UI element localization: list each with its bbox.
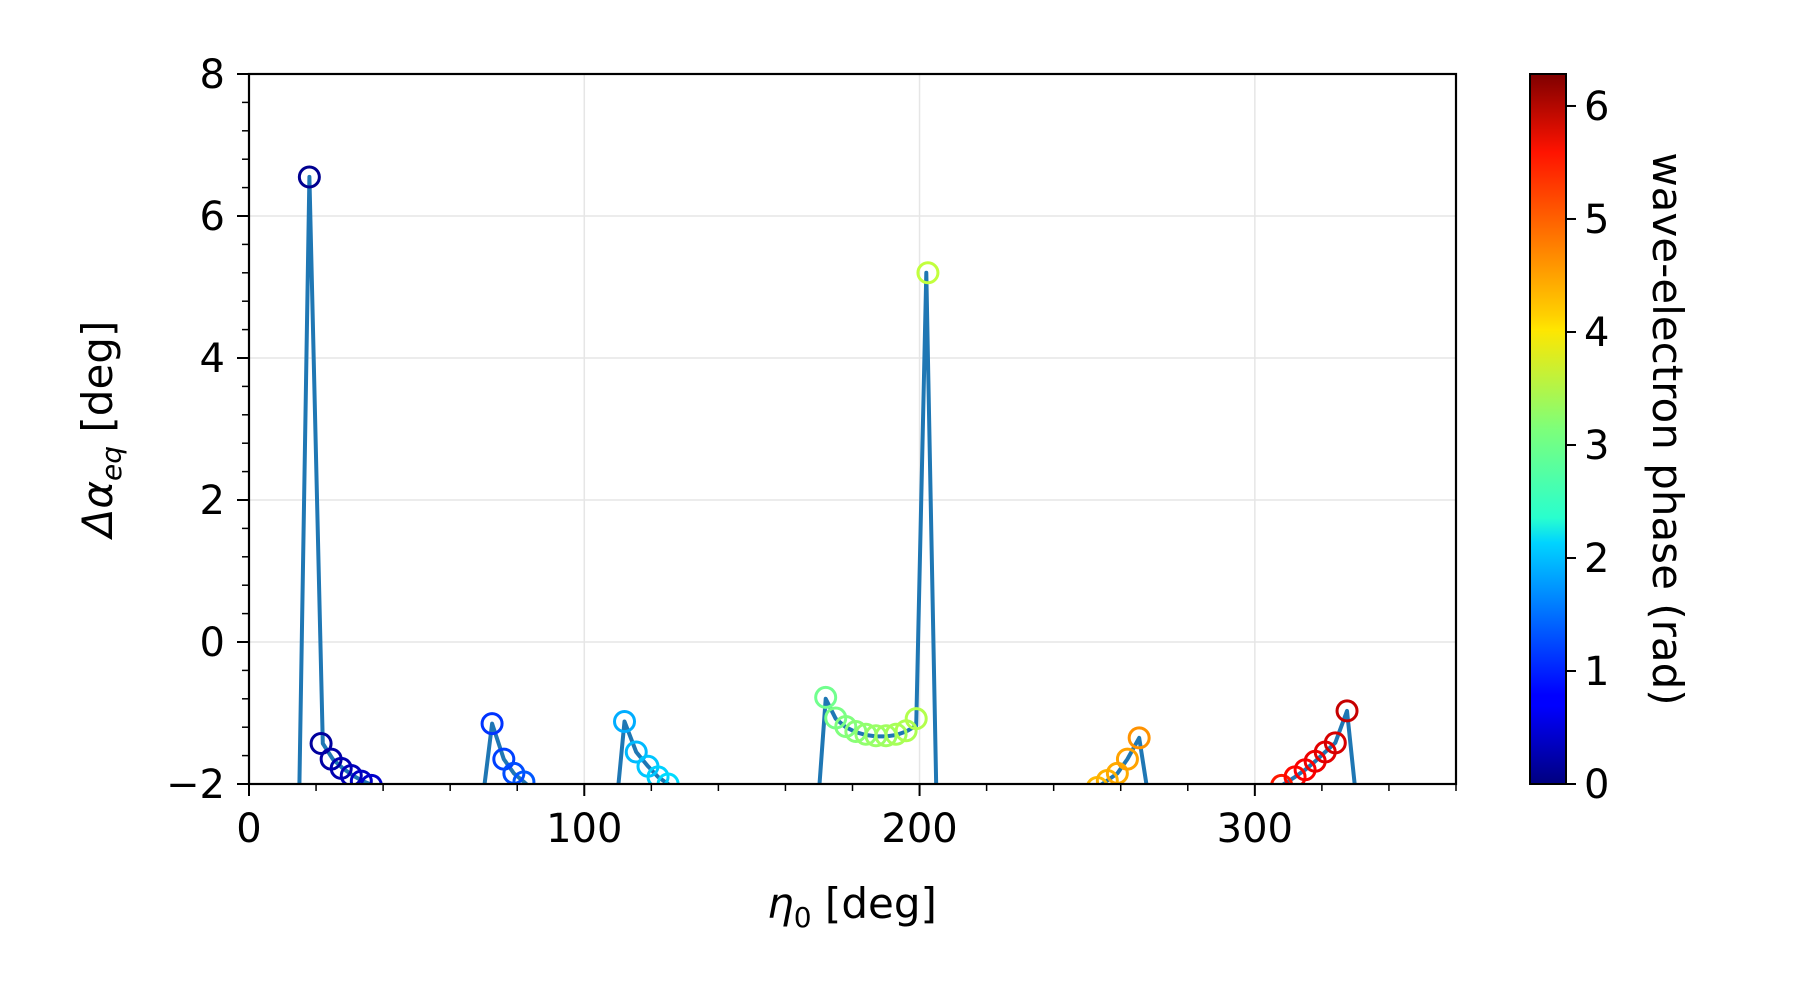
data-point: [624, 740, 648, 764]
data-series-line: [297, 174, 1357, 784]
data-point: [339, 763, 363, 784]
data-point: [1270, 773, 1294, 784]
colorbar-tick-label: 3: [1584, 423, 1609, 469]
data-point: [646, 765, 670, 784]
y-tick-label: 0: [200, 620, 225, 666]
colorbar-tick-label: 1: [1584, 649, 1609, 695]
colorbar-ticks: 0 1 2 3 4 5 6: [1566, 84, 1609, 808]
colorbar-tick-label: 0: [1584, 762, 1609, 808]
y-tick-label: −2: [166, 762, 225, 808]
data-point: [1335, 699, 1359, 723]
y-tick-label: 8: [200, 52, 225, 98]
data-point: [1323, 731, 1347, 755]
x-axis-label: η0 [deg]: [767, 879, 937, 934]
plot-frame: [247, 72, 1458, 786]
data-point: [904, 707, 928, 731]
colorbar-label: wave-electron phase (rad): [1643, 152, 1692, 705]
data-point: [1115, 747, 1139, 771]
data-point: [480, 712, 504, 736]
data-point: [916, 261, 940, 285]
data-point: [512, 770, 536, 784]
data-points: [297, 165, 1359, 784]
colorbar-tick-label: 5: [1584, 197, 1609, 243]
y-tick-label: 6: [200, 194, 225, 240]
colorbar-tick-label: 4: [1584, 310, 1609, 356]
data-point: [656, 772, 680, 784]
grid-lines: [248, 73, 1456, 785]
data-point: [359, 773, 383, 784]
x-tick-label: 300: [1217, 806, 1293, 852]
colorbar: [1529, 73, 1567, 785]
colorbar-tick-label: 6: [1584, 84, 1609, 130]
x-tick-label: 100: [546, 806, 622, 852]
x-tick-label: 200: [881, 806, 957, 852]
y-axis-label: Δαeq [deg]: [73, 321, 128, 541]
y-tick-label: 2: [200, 478, 225, 524]
data-point: [884, 722, 908, 746]
data-point: [1127, 726, 1151, 750]
series-line: [297, 174, 1357, 784]
data-point: [814, 685, 838, 709]
data-point: [297, 165, 321, 189]
x-tick-label: 0: [236, 806, 261, 852]
y-tick-label: 4: [200, 336, 225, 382]
data-point: [349, 769, 373, 784]
colorbar-tick-label: 2: [1584, 536, 1609, 582]
data-point: [309, 732, 333, 756]
data-point: [613, 710, 637, 734]
